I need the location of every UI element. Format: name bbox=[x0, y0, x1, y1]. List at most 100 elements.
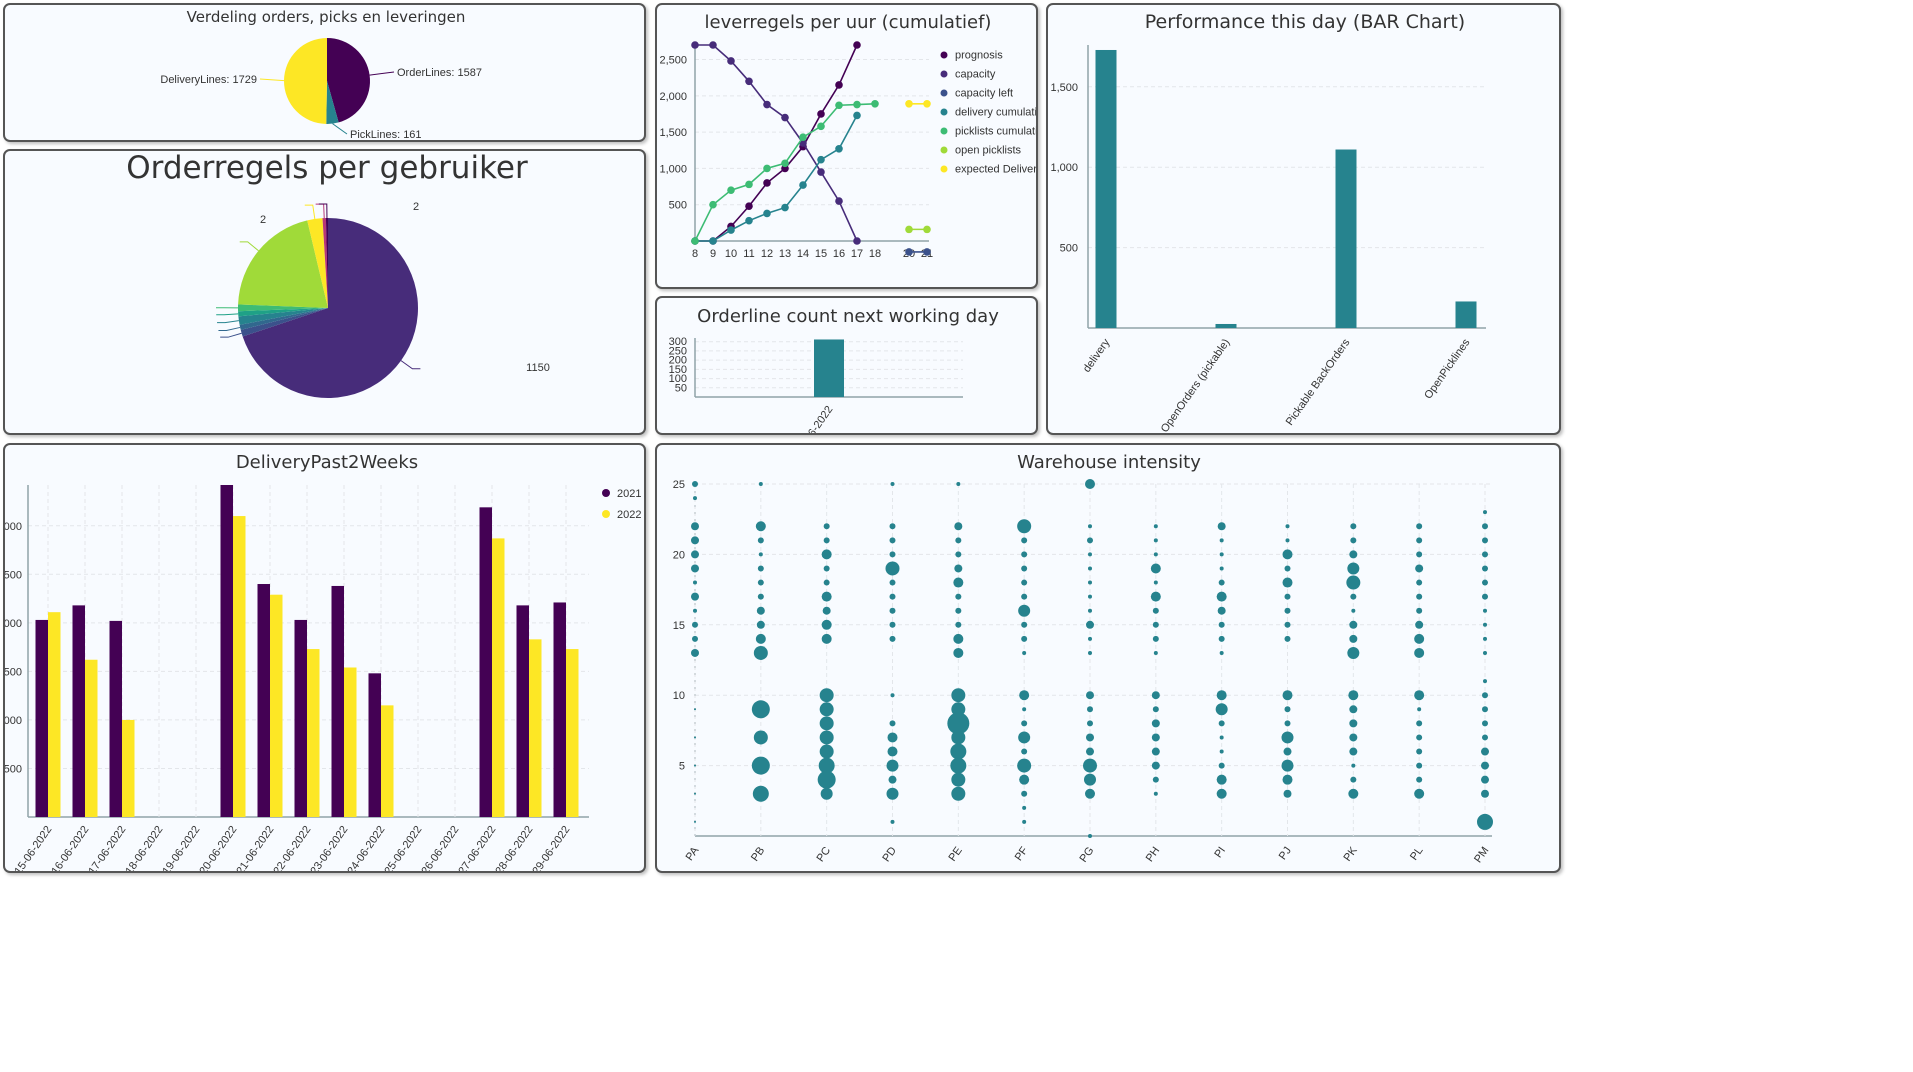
series-point bbox=[817, 122, 825, 131]
scatter-point bbox=[1088, 566, 1092, 571]
series-point bbox=[835, 81, 843, 89]
scatter-point bbox=[1021, 621, 1028, 628]
scatter-point bbox=[1351, 608, 1356, 613]
bar bbox=[85, 659, 98, 817]
bar bbox=[1455, 301, 1477, 328]
chart-title: DeliveryPast2Weeks bbox=[236, 452, 418, 473]
scatter-point bbox=[1151, 761, 1160, 770]
scatter-point bbox=[1152, 706, 1159, 713]
series-point bbox=[923, 100, 931, 108]
series-point bbox=[745, 77, 753, 86]
x-tick-label: 18-06-2022 bbox=[123, 824, 165, 873]
scatter-point bbox=[889, 720, 896, 727]
pie-leader-line bbox=[315, 203, 325, 219]
scatter-point bbox=[1482, 692, 1488, 699]
pie-label: 2 bbox=[260, 214, 266, 226]
chart-title: leverregels per uur (cumulatief) bbox=[705, 12, 992, 33]
scatter-point bbox=[1153, 524, 1158, 529]
scatter-point bbox=[954, 564, 963, 573]
scatter-point bbox=[1021, 720, 1028, 727]
x-tick-label: PJ bbox=[1277, 845, 1294, 862]
scatter-point bbox=[1482, 537, 1488, 544]
scatter-point bbox=[1219, 552, 1224, 557]
scatter-point bbox=[757, 593, 764, 600]
bar bbox=[307, 649, 320, 817]
series-point bbox=[727, 226, 735, 234]
scatter-point bbox=[818, 757, 835, 774]
bar bbox=[1095, 49, 1117, 329]
y-tick-label: 1,500 bbox=[659, 127, 687, 139]
bar bbox=[257, 584, 270, 817]
series-point bbox=[817, 110, 825, 118]
legend-label: capacity left bbox=[955, 88, 1013, 100]
scatter-point bbox=[1153, 580, 1158, 585]
scatter-point bbox=[1021, 565, 1028, 572]
x-tick-label: PC bbox=[815, 845, 834, 864]
panel-verdeling: Verdeling orders, picks en leveringen Ord… bbox=[3, 3, 646, 142]
chart-title: Performance this day (BAR Chart) bbox=[1145, 11, 1465, 33]
scatter-point bbox=[1087, 706, 1093, 713]
scatter-point bbox=[889, 537, 896, 544]
scatter-point bbox=[819, 744, 834, 759]
pie-label: PickLines: 161 bbox=[350, 129, 422, 141]
legend-marker bbox=[940, 108, 948, 116]
x-tick-label: delivery bbox=[1081, 336, 1113, 374]
scatter-point bbox=[1349, 550, 1358, 559]
legend-label: prognosis bbox=[955, 50, 1003, 62]
series-line bbox=[695, 44, 858, 242]
scatter-point bbox=[889, 523, 896, 530]
scatter-point bbox=[1481, 789, 1489, 798]
scatter-point bbox=[752, 785, 769, 802]
scatter-point bbox=[950, 757, 967, 774]
pie-label: 2 bbox=[413, 201, 419, 213]
scatter-point bbox=[1416, 748, 1423, 755]
x-tick-label: 26-06-2022 bbox=[419, 824, 461, 873]
legend-label: delivery cumulation bbox=[955, 107, 1038, 119]
pie-leader-line bbox=[216, 313, 239, 316]
scatter-point bbox=[887, 732, 898, 743]
scatter-point bbox=[1021, 551, 1028, 558]
scatter-point bbox=[951, 688, 966, 703]
series-point bbox=[763, 164, 771, 173]
bar bbox=[553, 602, 566, 817]
scatter-point bbox=[822, 606, 831, 615]
scatter-point bbox=[1216, 690, 1227, 701]
scatter-point bbox=[951, 730, 966, 745]
scatter-point bbox=[1416, 523, 1423, 530]
x-tick-label: 9 bbox=[710, 248, 716, 260]
x-tick-label: 17-06-2022 bbox=[86, 824, 128, 873]
panel-leverregels: leverregels per uur (cumulatief) 500 1,000… bbox=[655, 3, 1038, 289]
scatter-point bbox=[694, 792, 696, 795]
x-tick-label: 8 bbox=[692, 248, 698, 260]
x-tick-label: 24-06-2022 bbox=[345, 824, 387, 873]
panel-performance: Performance this day (BAR Chart) 500 1,000… bbox=[1046, 3, 1561, 435]
pie-slice bbox=[238, 308, 328, 325]
y-tick-label: 500 bbox=[1060, 243, 1078, 255]
bar bbox=[294, 619, 307, 817]
x-tick-label: PM bbox=[1472, 845, 1491, 865]
x-tick-label: 25-06-2022 bbox=[382, 824, 424, 873]
warehouse-scatter-chart: Warehouse intensity 5 10 15 20 25 PA PB PC PD PE PF… bbox=[673, 452, 1493, 865]
x-tick-label: PB bbox=[749, 845, 767, 864]
pie-slice bbox=[239, 308, 328, 330]
scatter-point bbox=[1283, 747, 1292, 756]
scatter-point bbox=[1482, 579, 1488, 586]
scatter-point bbox=[751, 756, 770, 775]
scatter-point bbox=[1152, 621, 1159, 628]
scatter-point bbox=[1087, 537, 1093, 544]
scatter-point bbox=[955, 537, 962, 544]
x-tick-label: 15-06-2022 bbox=[12, 824, 54, 873]
y-tick-label: 1,500 bbox=[1050, 82, 1078, 94]
orderregels-pie-chart: Orderregels per gebruiker 1150 2 2 bbox=[126, 151, 550, 398]
scatter-point bbox=[694, 708, 696, 711]
scatter-point bbox=[1482, 734, 1488, 741]
y-tick-label: 500 bbox=[5, 569, 22, 581]
scatter-point bbox=[1088, 594, 1092, 599]
scatter-point bbox=[1151, 691, 1160, 700]
scatter-point bbox=[1085, 479, 1095, 489]
scatter-point bbox=[889, 621, 896, 628]
pie-leader-line bbox=[220, 332, 242, 338]
scatter-point bbox=[889, 607, 896, 614]
y-tick-label: 25 bbox=[673, 479, 685, 491]
scatter-point bbox=[1087, 720, 1093, 727]
